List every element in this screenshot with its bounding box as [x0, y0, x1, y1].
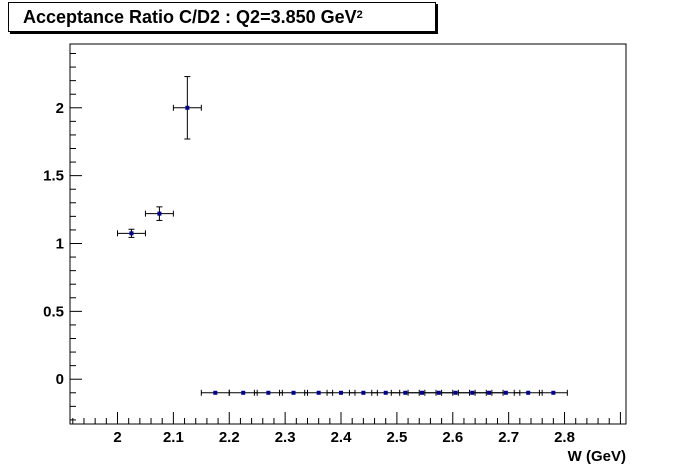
data-marker — [453, 390, 458, 395]
data-marker — [503, 390, 508, 395]
x-tick-label: 2.2 — [219, 429, 240, 446]
x-tick-label: 2.8 — [554, 429, 575, 446]
data-marker — [266, 390, 271, 395]
y-tick-label: 0 — [56, 371, 64, 388]
chart-title: Acceptance Ratio C/D2 : Q2=3.850 GeV 2 — [8, 2, 436, 32]
data-marker — [241, 390, 246, 395]
data-marker — [291, 390, 296, 395]
data-point — [513, 389, 543, 396]
data-marker — [403, 390, 408, 395]
x-axis-ticks: 2 2.1 2.2 2.3 2.4 2.5 2.6 2.7 2.8 — [72, 412, 621, 446]
data-marker — [436, 390, 441, 395]
data-point — [144, 206, 174, 221]
data-marker — [157, 211, 162, 216]
data-point — [116, 228, 146, 238]
data-points — [116, 76, 568, 396]
x-tick-label: 2.7 — [498, 429, 519, 446]
data-point — [200, 389, 230, 396]
chart-title-text: Acceptance Ratio C/D2 : Q2=3.850 GeV — [23, 6, 357, 27]
x-tick-label: 2 — [113, 429, 121, 446]
data-point — [228, 389, 258, 396]
y-tick-label: 2 — [56, 100, 64, 117]
data-marker — [339, 390, 344, 395]
x-axis-title: W (GeV) — [568, 448, 626, 465]
data-marker — [185, 105, 190, 110]
plot-frame — [69, 43, 627, 425]
data-point — [538, 389, 568, 396]
data-marker — [526, 390, 531, 395]
data-point — [253, 389, 283, 396]
data-point — [279, 389, 308, 396]
y-tick-label: 1.5 — [43, 168, 64, 185]
x-tick-label: 2.5 — [386, 429, 407, 446]
data-marker — [470, 390, 475, 395]
data-marker — [420, 390, 425, 395]
x-tick-label: 2.6 — [442, 429, 463, 446]
data-marker — [316, 390, 321, 395]
chart-title-superscript: 2 — [356, 9, 363, 21]
data-marker — [487, 390, 492, 395]
x-tick-label: 2.1 — [163, 429, 184, 446]
x-tick-label: 2.4 — [331, 429, 353, 446]
data-marker — [213, 390, 218, 395]
data-point — [172, 76, 202, 140]
x-tick-label: 2.3 — [275, 429, 296, 446]
y-axis-ticks: 0 0.5 1 1.5 2 — [43, 53, 82, 421]
y-tick-label: 1 — [56, 236, 64, 253]
data-marker — [383, 390, 388, 395]
y-tick-label: 0.5 — [43, 303, 64, 320]
data-marker — [361, 390, 366, 395]
data-marker — [129, 231, 134, 236]
data-marker — [551, 390, 556, 395]
